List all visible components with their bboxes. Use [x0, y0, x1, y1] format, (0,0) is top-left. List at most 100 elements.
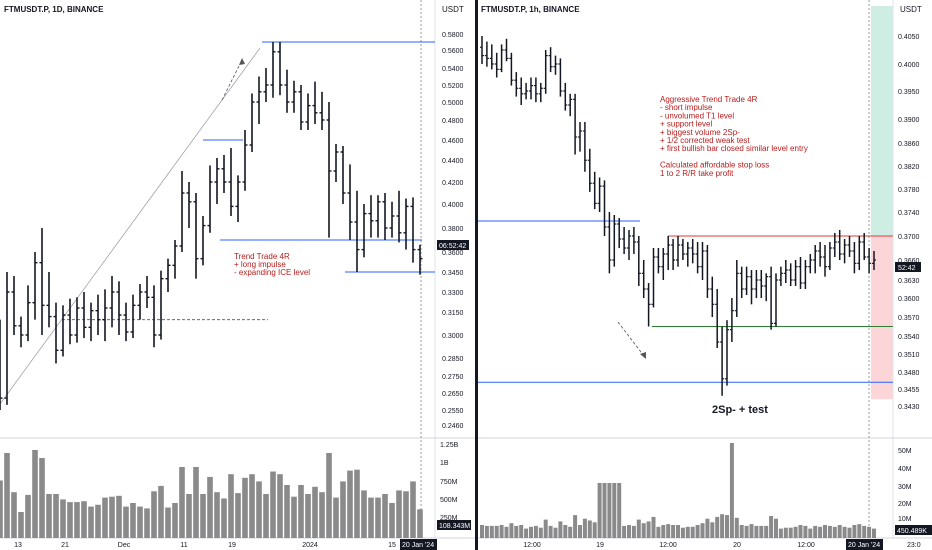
- hourly-candle: [489, 44, 494, 70]
- hourly-candle: [754, 270, 759, 298]
- hourly-volume-bar: [832, 526, 837, 538]
- hourly-volume-bar: [803, 525, 808, 538]
- daily-volume-tick: 1B: [440, 460, 449, 467]
- hourly-last-price-box: [895, 262, 921, 272]
- hourly-volume-tick: 10M: [898, 516, 912, 523]
- daily-candle: [193, 193, 199, 279]
- daily-candle: [123, 302, 129, 342]
- daily-candle: [347, 164, 353, 240]
- hourly-annotation-line-3: + support level: [660, 120, 712, 129]
- hourly-candle: [705, 245, 710, 298]
- daily-candle: [0, 319, 3, 410]
- hourly-volume-bar: [774, 518, 778, 538]
- hourly-end-date: 20 Jan '24: [848, 542, 880, 549]
- daily-price-tick: 0.4200: [442, 180, 464, 187]
- daily-volume-bar: [102, 497, 108, 538]
- hourly-volume-bar: [666, 524, 671, 538]
- hourly-candle: [710, 276, 715, 317]
- daily-volume-bar: [25, 494, 31, 538]
- hourly-annotation-line-5: + 1/2 corrected weak test: [660, 136, 750, 145]
- daily-volume-bar: [361, 490, 367, 538]
- daily-candle: [354, 190, 360, 272]
- hourly-time-tick: 20: [733, 542, 741, 549]
- daily-candle: [186, 182, 192, 228]
- daily-price-tick: 0.2460: [442, 423, 464, 430]
- hourly-volume-bar: [519, 525, 524, 538]
- daily-volume-bar: [396, 490, 402, 538]
- hourly-candle: [651, 248, 656, 308]
- hourly-candle: [587, 148, 592, 192]
- daily-candle: [53, 302, 59, 364]
- hourly-volume-bar: [837, 525, 842, 538]
- hourly-candle: [519, 77, 524, 105]
- daily-volume-bar: [319, 492, 325, 538]
- daily-price-tick: 0.3450: [442, 270, 464, 277]
- stop-loss-zone: [871, 236, 893, 400]
- daily-volume-bar: [256, 481, 262, 538]
- daily-candle: [417, 244, 423, 275]
- hourly-volume-bar: [627, 525, 631, 538]
- hourly-candle: [769, 266, 774, 330]
- daily-candle: [158, 270, 164, 340]
- daily-volume-bar: [0, 480, 3, 538]
- daily-candle: [60, 305, 66, 357]
- daily-volume-bar: [375, 497, 381, 538]
- hourly-volume-bar: [602, 483, 607, 538]
- hourly-annotation-line-4: + biggest volume 2Sp-: [660, 128, 740, 137]
- hourly-candle: [617, 218, 622, 248]
- daily-end-date: 20 Jan '24: [402, 542, 434, 549]
- daily-candle: [291, 80, 297, 113]
- daily-volume-bar: [137, 506, 143, 538]
- daily-volume-bar: [340, 481, 346, 538]
- daily-volume-bar: [382, 494, 388, 538]
- daily-volume-bar: [67, 502, 73, 538]
- hourly-candle: [563, 82, 568, 111]
- hourly-candle: [823, 245, 827, 277]
- daily-candle: [172, 240, 178, 279]
- hourly-price-tick: 0.3600: [898, 296, 920, 303]
- hourly-annotation-line-2: - unvolumed T1 level: [660, 111, 734, 120]
- hourly-volume-bar: [685, 526, 690, 538]
- hourly-volume-bar: [514, 525, 519, 538]
- daily-volume-bar: [123, 506, 129, 538]
- hourly-end-time: 23:0: [907, 542, 921, 549]
- hourly-volume-bar: [656, 526, 661, 538]
- daily-annotation-line-0: Trend Trade 4R: [234, 252, 290, 261]
- daily-price-tick: 0.5800: [442, 32, 464, 39]
- hourly-candle: [543, 50, 548, 94]
- hourly-volume-tick: 50M: [898, 448, 912, 455]
- hourly-candle: [774, 273, 778, 327]
- hourly-volume-bar: [793, 526, 798, 538]
- hourly-volume-bar: [573, 515, 578, 538]
- daily-volume-bar: [284, 485, 290, 538]
- daily-volume-bar: [221, 498, 227, 538]
- daily-candle: [361, 204, 367, 258]
- daily-candle: [389, 201, 395, 238]
- hourly-candle: [862, 233, 867, 260]
- hourly-volume-bar: [734, 517, 739, 538]
- daily-price-tick: 0.4800: [442, 118, 464, 125]
- hourly-candle: [803, 260, 808, 289]
- daily-volume-bar: [333, 497, 339, 538]
- daily-candle: [179, 171, 185, 252]
- daily-price-tick: 0.3150: [442, 310, 464, 317]
- daily-candle: [403, 198, 409, 250]
- hourly-candle: [813, 245, 818, 274]
- daily-chart: FTMUSDT.P, 1D, BINANCE USDT 0.5800 0.5600 0.…: [0, 0, 475, 550]
- hourly-candle: [852, 242, 857, 274]
- hourly-volume-bar: [676, 525, 680, 538]
- daily-candle: [4, 272, 10, 405]
- hourly-volume-bar: [827, 525, 832, 538]
- hourly-candle: [808, 254, 813, 274]
- daily-candle: [11, 276, 17, 335]
- hourly-candle: [725, 320, 729, 386]
- hourly-candle: [764, 273, 769, 302]
- daily-volume-bar: [193, 467, 199, 538]
- daily-volume-bar: [368, 497, 374, 538]
- hourly-candle: [720, 326, 725, 396]
- daily-candle: [326, 102, 332, 238]
- daily-candle: [207, 165, 213, 233]
- daily-candle: [88, 302, 94, 342]
- hourly-volume-bar: [705, 518, 710, 538]
- hourly-candle: [729, 298, 734, 342]
